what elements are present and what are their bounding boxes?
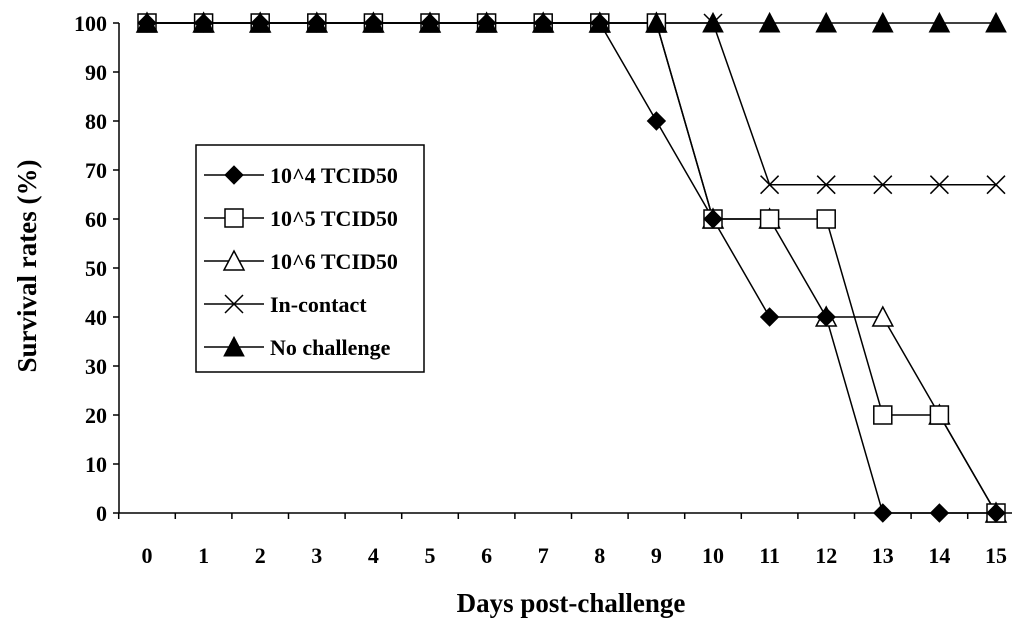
x-marker-stroke: [986, 175, 1006, 195]
x-tick-label: 7: [538, 543, 549, 568]
data-point-s4: [419, 11, 441, 33]
data-point-s2: [871, 305, 895, 327]
data-point-s4: [645, 11, 668, 33]
x-tick-label: 6: [481, 543, 492, 568]
data-point-s4: [815, 11, 838, 33]
legend: 10^4 TCID50 10^5 TCID50 10^6 TCID50 In-cont…: [195, 144, 425, 373]
legend-label: 10^5 TCID50: [270, 206, 398, 231]
y-tick-label: 70: [85, 158, 107, 183]
y-tick-label: 40: [85, 305, 107, 330]
data-point-s4: [305, 11, 328, 33]
y-tick-label: 60: [85, 207, 107, 232]
x-tick-label: 1: [198, 543, 209, 568]
data-point-s1: [816, 209, 836, 229]
legend-label: 10^4 TCID50: [270, 163, 398, 188]
data-point-s3: [816, 175, 836, 195]
data-point-s1: [759, 209, 780, 229]
y-tick-label: 0: [96, 501, 107, 526]
x-tick-label: 4: [368, 543, 379, 568]
x-marker-stroke: [760, 175, 780, 195]
data-point-s4: [871, 11, 894, 33]
x-tick-label: 9: [651, 543, 662, 568]
x-marker-stroke: [224, 294, 244, 314]
x-axis-title: Days post-challenge: [457, 588, 686, 618]
x-marker-stroke: [929, 175, 949, 195]
data-point-s0: [646, 111, 667, 131]
data-point-s3: [760, 175, 780, 195]
legend-marker: [224, 165, 244, 185]
legend-marker: [224, 294, 244, 314]
data-point-s4: [928, 11, 951, 33]
x-tick-label: 8: [594, 543, 605, 568]
x-marker-stroke: [816, 175, 836, 195]
data-point-s4: [702, 11, 724, 33]
legend-label: No challenge: [270, 335, 391, 360]
data-point-s4: [588, 11, 611, 33]
legend-marker: [224, 208, 244, 228]
x-marker-stroke: [873, 175, 893, 195]
y-tick-label: 30: [85, 354, 107, 379]
data-point-s1: [929, 405, 950, 425]
y-tick-label: 80: [85, 109, 107, 134]
y-tick-label: 10: [85, 452, 107, 477]
x-tick-label: 3: [311, 543, 322, 568]
data-point-s3: [986, 175, 1006, 195]
data-point-s3: [929, 175, 949, 195]
data-point-s4: [249, 11, 272, 33]
data-point-s0: [759, 307, 780, 327]
data-point-s4: [362, 11, 385, 33]
data-point-s0: [986, 503, 1006, 523]
x-tick-label: 10: [702, 543, 724, 568]
data-point-s4: [136, 11, 158, 33]
legend-marker: [222, 249, 246, 271]
data-point-s4: [192, 11, 215, 33]
x-tick-label: 12: [815, 543, 837, 568]
x-tick-label: 13: [872, 543, 894, 568]
x-tick-label: 2: [255, 543, 266, 568]
data-point-s0: [873, 503, 893, 523]
y-tick-label: 50: [85, 256, 107, 281]
y-tick-label: 20: [85, 403, 107, 428]
data-point-s4: [758, 11, 781, 33]
data-point-s1: [873, 405, 893, 425]
y-axis-title: Survival rates (%): [12, 160, 42, 373]
data-point-s4: [985, 11, 1007, 33]
x-tick-label: 0: [142, 543, 153, 568]
data-point-s3: [873, 175, 893, 195]
data-point-s0: [816, 307, 836, 327]
data-point-s4: [532, 11, 555, 33]
x-tick-label: 11: [759, 543, 780, 568]
y-tick-label: 90: [85, 60, 107, 85]
legend-label: In-contact: [270, 292, 367, 317]
legend-marker: [223, 335, 245, 357]
x-tick-label: 15: [985, 543, 1007, 568]
data-point-s0: [703, 209, 723, 229]
data-point-s4: [475, 11, 498, 33]
y-tick-label: 100: [74, 11, 107, 36]
data-point-s0: [929, 503, 950, 523]
x-tick-label: 14: [928, 543, 950, 568]
legend-label: 10^6 TCID50: [270, 249, 398, 274]
x-tick-label: 5: [425, 543, 436, 568]
